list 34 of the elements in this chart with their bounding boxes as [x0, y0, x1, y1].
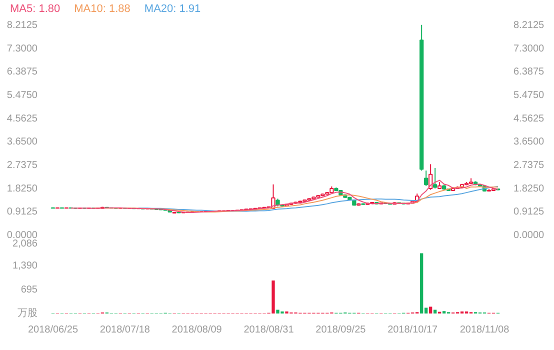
x-tick-label: 2018/06/25	[28, 324, 78, 336]
y-tick-label: 2,086	[12, 238, 38, 250]
y-tick-label: 0.0000	[6, 230, 38, 241]
x-tick-label: 2018/07/18	[100, 324, 150, 336]
y2-tick-label: 2.7375	[514, 160, 545, 171]
y2-tick-label: 0.9125	[514, 206, 545, 218]
y-tick-label: 万股	[18, 308, 38, 319]
x-tick-label: 2018/08/31	[244, 324, 294, 336]
y-tick-label: 0.9125	[6, 206, 38, 218]
y-tick-label: 1,390	[12, 260, 38, 272]
x-tick-label: 2018/08/09	[172, 324, 222, 336]
y2-tick-label: 6.3875	[514, 66, 545, 78]
y2-tick-label: 1.8250	[514, 183, 545, 194]
text: MA10: 1.88	[74, 3, 130, 15]
y2-tick-label: 3.6500	[514, 136, 545, 148]
y-tick-label: 4.5625	[6, 113, 38, 124]
text: MA5: 1.80	[10, 3, 60, 15]
y-tick-label: 3.6500	[6, 136, 38, 148]
x-tick-label: 2018/11/08	[460, 324, 510, 336]
y2-tick-label: 0.0000	[514, 230, 545, 241]
y2-tick-label: 4.5625	[514, 113, 545, 124]
x-tick-label: 2018/09/25	[316, 324, 366, 336]
y-tick-label: 7.3000	[6, 43, 38, 54]
y-tick-label: 6.3875	[6, 66, 38, 78]
y2-tick-label: 7.3000	[514, 43, 545, 54]
y-tick-label: 1.8250	[6, 183, 38, 194]
y-tick-label: 2.7375	[6, 160, 38, 171]
y-tick-label: 8.2125	[6, 20, 38, 31]
text: MA20: 1.91	[144, 3, 201, 15]
x-tick-label: 2018/10/17	[388, 324, 438, 336]
y2-tick-label: 5.4750	[514, 90, 545, 101]
y2-tick-label: 8.2125	[514, 20, 545, 31]
y-tick-label: 695	[20, 284, 38, 296]
y-tick-label: 5.4750	[6, 90, 38, 101]
